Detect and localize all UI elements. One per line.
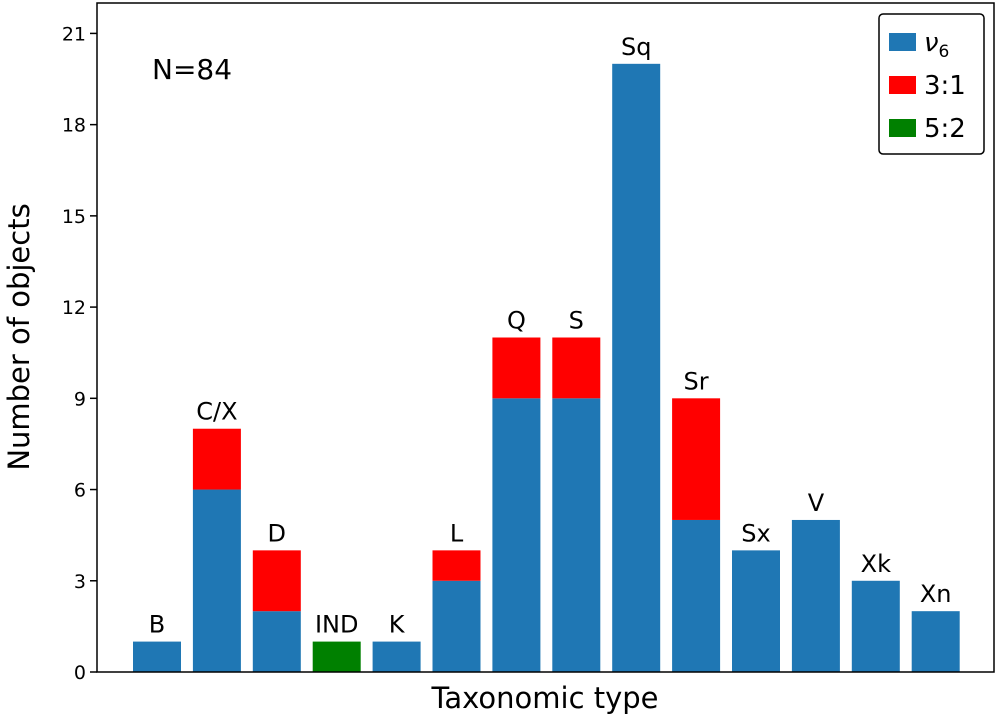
legend-swatch-0	[889, 33, 916, 51]
legend-label-1: 3:1	[924, 71, 966, 101]
x-axis-title: Taxonomic type	[430, 681, 658, 715]
bar-category-label: V	[808, 489, 825, 517]
y-tick-label: 12	[62, 297, 86, 319]
bars-group	[133, 63, 960, 673]
bar-ind-series-2	[312, 641, 361, 672]
bar-category-label: Xk	[861, 550, 891, 578]
bar-category-label: S	[569, 307, 584, 335]
bar-l-series-0	[432, 580, 481, 672]
bar-sr-series-0	[672, 519, 721, 672]
y-tick-label: 3	[74, 571, 86, 593]
y-axis-title: Number of objects	[2, 203, 36, 470]
bar-sx-series-0	[732, 550, 780, 672]
legend: ν6 3:1 5:2	[878, 13, 985, 155]
bar-labels-group: B C/X D IND K L Q S Sq Sr Sx V Xk Xn	[149, 33, 952, 639]
bar-sr-series-1	[672, 398, 721, 520]
y-tick-label: 0	[74, 662, 86, 684]
bar-k-series-0	[372, 641, 421, 672]
bar-category-label: B	[149, 611, 165, 639]
bar-s-series-0	[552, 398, 601, 672]
plot-frame	[96, 2, 995, 673]
sample-size-annotation: N=84	[152, 53, 232, 86]
y-tick-label: 9	[74, 388, 86, 410]
bar-category-label: C/X	[196, 398, 237, 426]
bar-category-label: Xn	[920, 580, 952, 608]
legend-label-0: ν6	[924, 28, 949, 62]
bar-category-label: IND	[315, 611, 359, 639]
bar-v-series-0	[791, 519, 840, 672]
y-tick-label: 15	[62, 206, 86, 228]
bar-d-series-1	[252, 550, 301, 612]
bar-d-series-0	[252, 611, 301, 672]
bar-category-label: Sx	[741, 519, 770, 547]
y-axis-ticks: 0 3 6 9 12 15 18 21	[62, 23, 97, 684]
legend-label-subscript: 6	[939, 42, 950, 62]
y-tick-label: 6	[74, 480, 86, 502]
bar-q-series-1	[492, 337, 541, 399]
y-tick-label: 18	[62, 115, 86, 137]
legend-label-main: ν	[924, 28, 939, 58]
bar-l-series-1	[432, 550, 481, 581]
bar-category-label: D	[268, 519, 286, 547]
bar-cx-series-1	[192, 428, 241, 490]
bar-category-label: Sq	[621, 33, 651, 61]
bar-s-series-1	[552, 337, 601, 399]
bar-xk-series-0	[851, 580, 900, 672]
legend-label-main: 5:2	[924, 114, 966, 144]
bar-category-label: Sr	[684, 367, 709, 395]
bar-sq-series-0	[612, 63, 661, 673]
bar-category-label: L	[450, 519, 464, 547]
y-tick-label: 21	[62, 23, 86, 45]
bar-category-label: Q	[507, 307, 526, 335]
legend-swatch-1	[889, 76, 916, 94]
legend-label-2: 5:2	[924, 114, 966, 144]
bar-xn-series-0	[911, 611, 960, 672]
bar-category-label: K	[389, 611, 406, 639]
bar-b-series-0	[133, 641, 181, 672]
legend-swatch-2	[889, 119, 916, 137]
bar-q-series-0	[492, 398, 541, 672]
legend-label-main: 3:1	[924, 71, 966, 101]
bar-cx-series-0	[192, 489, 241, 672]
